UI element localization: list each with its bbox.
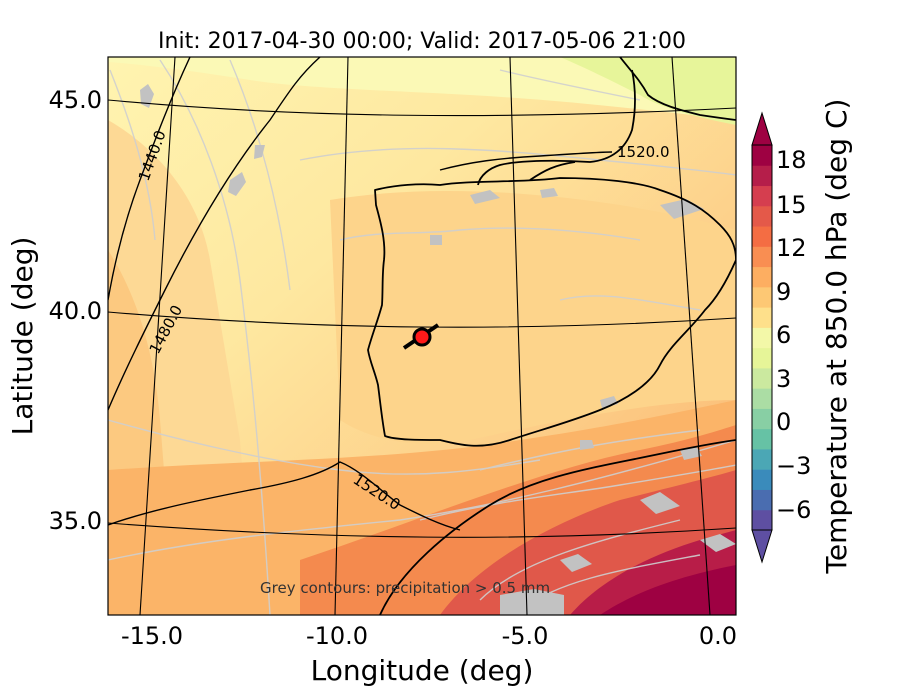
x-axis: -15.0 -10.0 -5.0 0.0 Longitude (deg) xyxy=(121,622,737,687)
colorbar-segment xyxy=(752,145,772,166)
colorbar-segment xyxy=(752,226,772,247)
colorbar-segment xyxy=(752,185,772,207)
x-tick-label: -15.0 xyxy=(121,622,183,650)
coastlines xyxy=(367,57,736,615)
x-tick-label: 0.0 xyxy=(699,622,737,650)
height-contour-1480 xyxy=(108,57,321,411)
colorbar-tick-label: 9 xyxy=(776,278,791,306)
colorbar-tick-label: 3 xyxy=(776,365,791,393)
colorbar-tick-label: 15 xyxy=(776,191,807,219)
colorbar-tick-label: −3 xyxy=(776,452,811,480)
colorbar-segment xyxy=(752,307,772,328)
colorbar-segment xyxy=(752,408,772,430)
y-axis: 45.0 40.0 35.0 Latitude (deg) xyxy=(6,86,102,535)
colorbar-segment xyxy=(752,388,772,409)
colorbar-tick-label: 18 xyxy=(776,146,807,174)
colorbar-segment xyxy=(752,165,772,187)
colorbar-segment xyxy=(752,327,772,349)
graticule-lat-40 xyxy=(108,311,736,328)
colorbar-segment xyxy=(752,469,772,490)
temperature-band-cool-north xyxy=(108,57,736,120)
colorbar-segment xyxy=(752,367,772,389)
precipitation-patches xyxy=(140,84,736,615)
temperature-band-hottest-core xyxy=(600,565,736,615)
x-tick-label: -10.0 xyxy=(306,622,368,650)
y-tick-label: 40.0 xyxy=(49,297,102,325)
colorbar-segment xyxy=(752,347,772,369)
colorbar-segment xyxy=(752,448,772,470)
map-panel: 1440.0 1480.0 1520.0 1520.0 Grey contour… xyxy=(108,57,736,615)
height-contour-1520-south xyxy=(108,461,461,531)
location-marker-icon xyxy=(402,323,440,350)
coastline-north-africa xyxy=(379,439,736,615)
graticule-lon-0 xyxy=(671,57,711,615)
coastline-uk-channel xyxy=(619,57,736,121)
colorbar-extend-max xyxy=(751,111,773,146)
graticule-lon-m15 xyxy=(139,57,176,615)
graticule-lat-45 xyxy=(108,99,736,117)
graticule-lon-m5 xyxy=(509,57,528,615)
colorbar-label: Temperature at 850.0 hPa (deg C) xyxy=(820,99,853,575)
temperature-band-coldest-ne xyxy=(560,57,736,125)
colorbar-tick-label: −6 xyxy=(776,496,811,524)
height-contour-1520-north xyxy=(439,151,613,171)
map-frame xyxy=(107,56,737,616)
colorbar-tick-label: 0 xyxy=(776,408,791,436)
colorbar-segment xyxy=(752,286,772,308)
colorbar-segment xyxy=(752,428,772,450)
graticule-lat-35 xyxy=(108,522,736,538)
y-tick-label: 35.0 xyxy=(49,507,102,535)
colorbar: 18 15 12 9 6 3 0 −3 −6 xyxy=(751,111,811,564)
coastline-france xyxy=(477,69,636,186)
figure-title: Init: 2017-04-30 00:00; Valid: 2017-05-0… xyxy=(158,29,686,54)
x-tick-label: -5.0 xyxy=(502,622,549,650)
graticule-lon-m10 xyxy=(334,57,349,615)
contour-label-1520-north: 1520.0 xyxy=(617,143,670,161)
colorbar-segment xyxy=(752,266,772,288)
temperature-band-iberia xyxy=(330,190,736,444)
y-axis-label: Latitude (deg) xyxy=(6,237,39,436)
colorbar-extend-min xyxy=(751,529,773,564)
y-tick-label: 45.0 xyxy=(49,86,102,114)
colorbar-tick-label: 6 xyxy=(776,321,791,349)
colorbar-segment xyxy=(752,205,772,227)
colorbar-segment xyxy=(752,246,772,268)
colorbar-segment xyxy=(752,489,772,511)
graticule xyxy=(108,57,736,615)
coastline-iberia xyxy=(367,177,736,447)
colorbar-frame xyxy=(751,144,773,531)
colorbar-tick-label: 12 xyxy=(776,234,807,262)
colorbar-segment xyxy=(752,509,772,531)
coastline-bay xyxy=(529,161,576,181)
precipitation-annotation: Grey contours: precipitation > 0.5 mm xyxy=(260,579,550,597)
x-axis-label: Longitude (deg) xyxy=(311,654,534,687)
